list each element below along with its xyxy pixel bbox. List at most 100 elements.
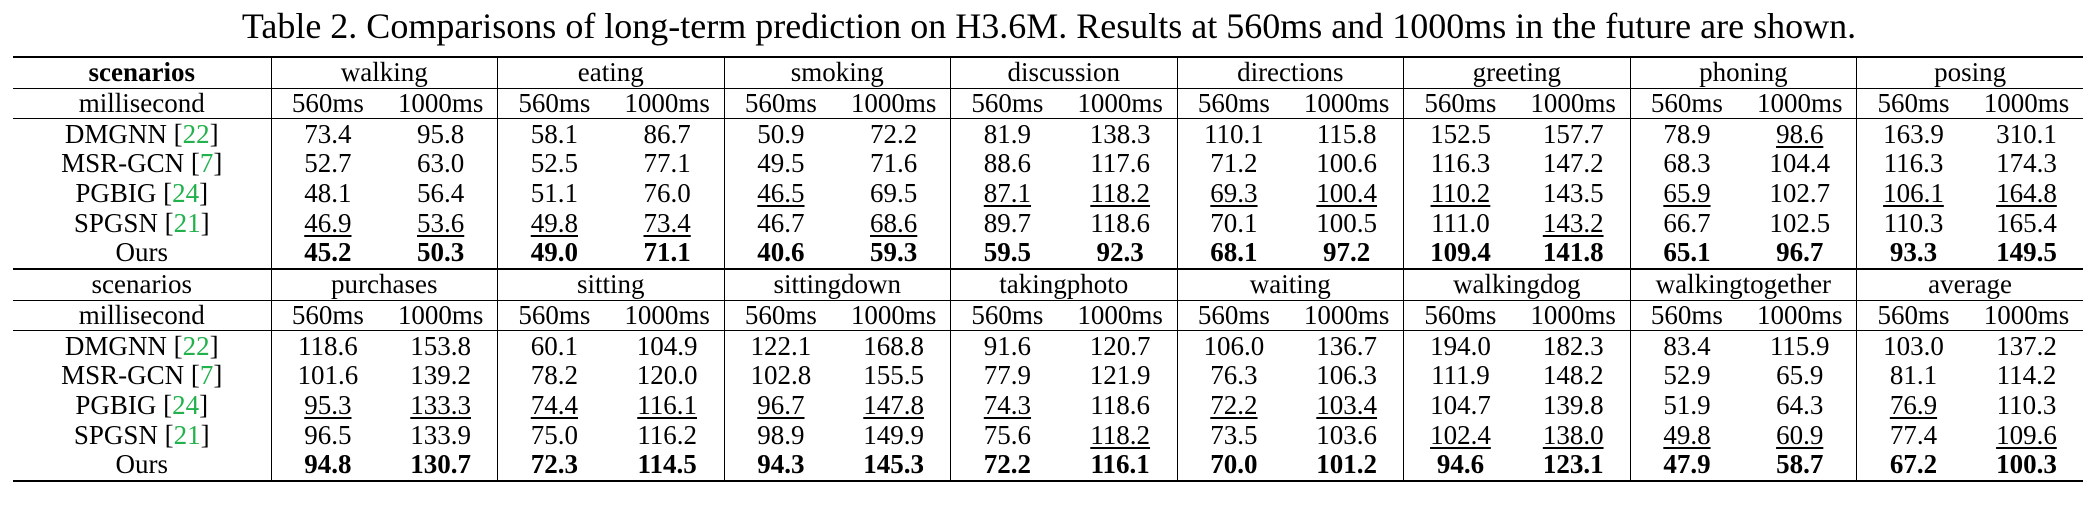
table-row: MSR-GCN [7] 52.7 63.0 52.5 77.1 49.5 71.6 88.6 1…: [13, 149, 2083, 179]
value-cell: 52.7: [270, 149, 385, 179]
value: 88.6: [983, 149, 1032, 179]
method-name: PGBIG [24]: [13, 391, 271, 421]
value-cell: 141.8: [1516, 238, 1631, 270]
scenario-header: takingphoto: [950, 267, 1178, 301]
value: 109.6: [1996, 420, 2057, 450]
value: 168.8: [863, 330, 925, 361]
table-row: SPGSN [21] 46.9 53.6 49.8 73.4 46.7 68.6 89.7 11…: [13, 208, 2083, 239]
bracket-open: [: [157, 420, 174, 450]
value: 148.2: [1542, 360, 1604, 391]
value: 165.4: [1996, 208, 2057, 238]
value: 72.2: [1210, 390, 1258, 420]
value: 164.8: [1996, 178, 2057, 209]
citation-link[interactable]: 24: [172, 178, 200, 209]
bracket-open: [: [166, 330, 183, 361]
value: 114.2: [1996, 360, 2057, 391]
value: 123.1: [1542, 449, 1604, 480]
bracket-open: [: [166, 118, 183, 149]
method-name: MSR-GCN [7]: [13, 149, 271, 179]
value: 110.3: [1996, 390, 2057, 420]
value-cell: 123.1: [1516, 449, 1631, 482]
value: 68.6: [870, 208, 918, 238]
value: 138.3: [1089, 118, 1151, 149]
value: 89.7: [983, 208, 1032, 238]
value-cell: 118.2: [1064, 420, 1177, 450]
value-cell: 310.1: [1970, 119, 2083, 149]
value: 50.9: [757, 118, 805, 149]
time-header: 560ms: [270, 88, 385, 120]
value: 102.8: [750, 360, 812, 391]
value: 96.7: [757, 390, 805, 420]
value-cell: 71.6: [837, 149, 950, 179]
time-header: 1000ms: [1290, 300, 1404, 332]
value-cell: 87.1: [950, 178, 1064, 209]
value: 139.8: [1542, 390, 1604, 420]
value-cell: 147.8: [837, 391, 950, 421]
value: 69.5: [870, 178, 918, 209]
time-header: 1000ms: [837, 300, 951, 332]
scenario-header: waiting: [1176, 267, 1404, 301]
citation-link[interactable]: 7: [199, 360, 214, 391]
value: 116.3: [1430, 149, 1491, 179]
value-cell: 76.3: [1176, 360, 1291, 391]
value: 118.6: [298, 330, 358, 361]
value: 130.7: [410, 449, 471, 480]
value-cell: 94.6: [1403, 449, 1517, 482]
value: 58.1: [530, 118, 578, 149]
scenario-header: average: [1856, 267, 2084, 301]
method-label: MSR-GCN: [61, 360, 185, 391]
value-cell: 69.5: [837, 179, 950, 209]
value-cell: 106.0: [1176, 330, 1291, 361]
time-header: 1000ms: [1063, 300, 1178, 332]
value-cell: 83.4: [1629, 330, 1744, 361]
value: 73.5: [1210, 420, 1258, 450]
citation-link[interactable]: 22: [182, 330, 210, 361]
value-cell: 116.1: [1063, 449, 1178, 482]
citation-link[interactable]: 21: [173, 420, 201, 450]
value: 74.3: [983, 390, 1032, 420]
value: 91.6: [983, 330, 1032, 361]
time-header: 560ms: [1629, 300, 1744, 332]
value: 59.5: [983, 238, 1032, 268]
value-cell: 45.2: [270, 238, 385, 270]
table-row: PGBIG [24] 95.3 133.3 74.4 116.1 96.7 147.8 74.…: [13, 390, 2083, 421]
value: 98.9: [757, 420, 805, 450]
value: 121.9: [1089, 360, 1151, 391]
bracket-open: [: [156, 178, 173, 209]
value: 63.0: [417, 149, 465, 179]
value-cell: 114.2: [1970, 361, 2083, 391]
citation-link[interactable]: 21: [173, 208, 201, 238]
value: 149.9: [863, 420, 925, 450]
value-cell: 133.9: [384, 420, 497, 450]
bracket-close: ]: [200, 208, 210, 238]
value: 47.9: [1663, 449, 1711, 480]
citation-link[interactable]: 24: [172, 390, 200, 420]
value-cell: 95.3: [270, 390, 385, 421]
value: 103.6: [1316, 420, 1378, 450]
value-cell: 75.6: [950, 420, 1064, 450]
value-cell: 67.2: [1856, 449, 1970, 482]
value: 77.9: [983, 360, 1032, 391]
value: 77.4: [1889, 420, 1938, 450]
value-cell: 75.0: [496, 420, 611, 450]
time-header: 560ms: [950, 88, 1064, 120]
scenario-header-row: scenarios walking eating smoking discussion d…: [13, 55, 2084, 89]
value: 120.7: [1089, 330, 1151, 361]
value-cell: 165.4: [1970, 208, 2083, 238]
value-cell: 68.3: [1629, 149, 1744, 179]
table-row: DMGNN [22] 118.6 153.8 60.1 104.9 122.1 168.8 9…: [13, 330, 2083, 361]
value: 111.9: [1431, 360, 1490, 391]
value-cell: 104.7: [1403, 390, 1517, 421]
time-header: 560ms: [950, 300, 1064, 332]
value-cell: 70.1: [1176, 208, 1291, 239]
value: 77.1: [643, 149, 691, 179]
citation-link[interactable]: 7: [199, 149, 214, 179]
value: 52.7: [304, 149, 352, 179]
value-cell: 68.6: [837, 208, 950, 238]
value-cell: 145.3: [837, 449, 951, 482]
value-cell: 106.1: [1856, 178, 1970, 209]
citation-link[interactable]: 22: [182, 118, 210, 149]
value: 100.3: [1996, 449, 2057, 480]
value-cell: 65.9: [1743, 361, 1856, 391]
scenario-header: sitting: [497, 267, 725, 301]
